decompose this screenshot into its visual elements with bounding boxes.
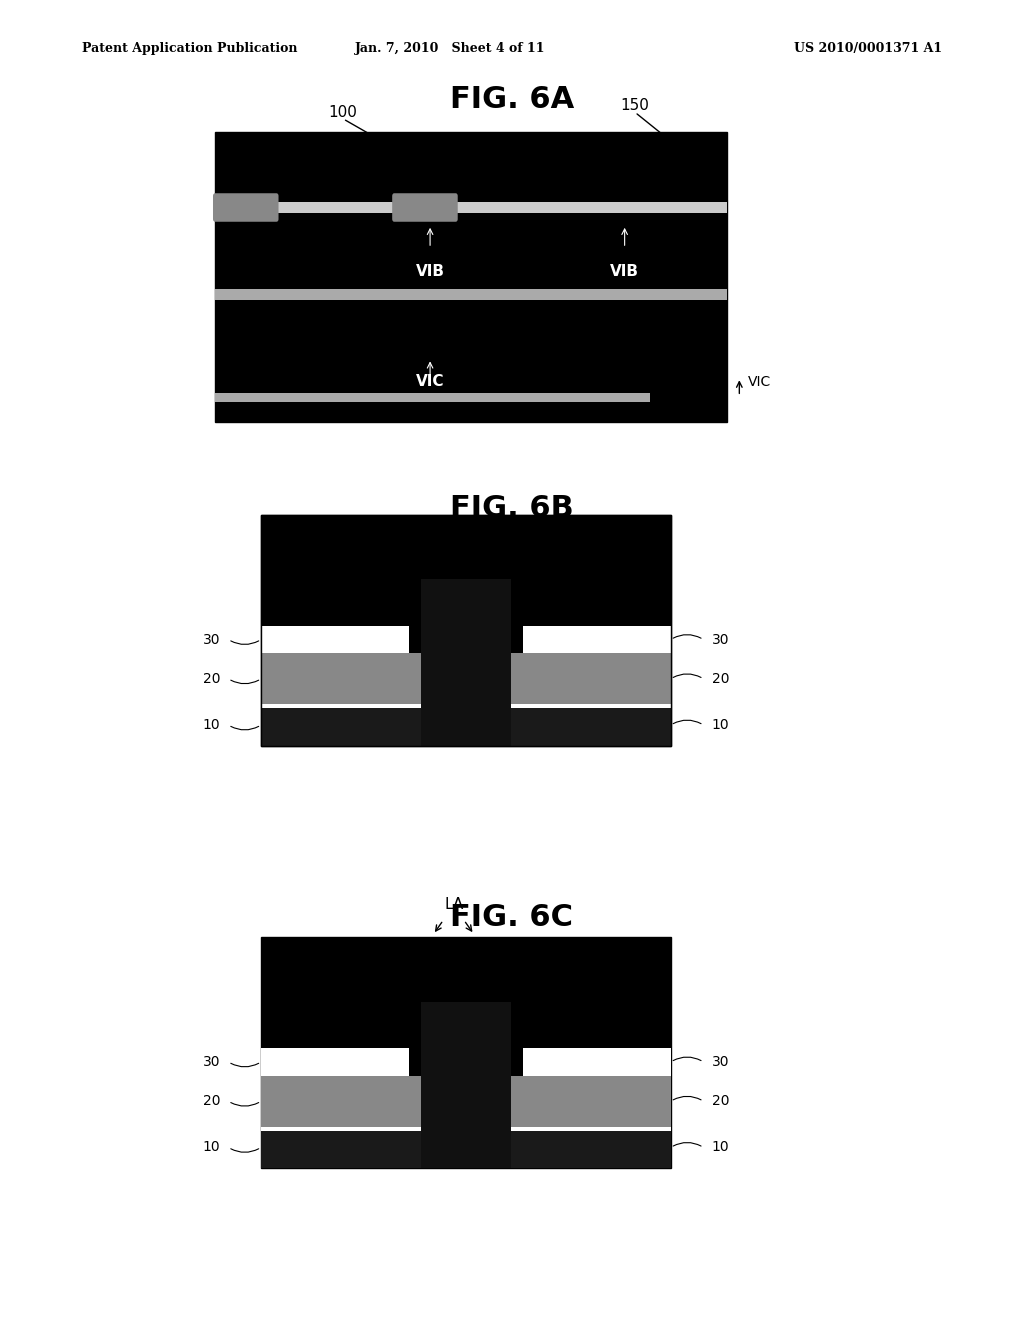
Text: 150: 150 xyxy=(621,98,649,114)
Bar xyxy=(261,1126,671,1130)
Text: FIG. 6B: FIG. 6B xyxy=(451,494,573,523)
Bar xyxy=(421,1002,511,1168)
Text: 30: 30 xyxy=(203,1055,220,1069)
Text: LA: LA xyxy=(444,896,463,912)
Bar xyxy=(261,515,671,746)
Text: Patent Application Publication: Patent Application Publication xyxy=(82,42,297,55)
Bar xyxy=(261,1126,671,1168)
Text: 10: 10 xyxy=(712,1140,729,1155)
Bar xyxy=(215,289,727,301)
Bar xyxy=(261,515,671,746)
Text: VIB: VIB xyxy=(610,264,639,279)
Bar xyxy=(261,626,409,653)
Text: VIC: VIC xyxy=(748,375,771,389)
Text: 20: 20 xyxy=(203,672,220,686)
Bar xyxy=(215,202,727,214)
Text: 20: 20 xyxy=(203,1094,220,1109)
Bar xyxy=(261,653,671,704)
Bar xyxy=(523,1048,671,1076)
Text: 30: 30 xyxy=(712,1055,729,1069)
FancyBboxPatch shape xyxy=(213,193,279,222)
Bar xyxy=(523,626,671,653)
Text: FIG. 6A: FIG. 6A xyxy=(450,84,574,114)
Text: 20: 20 xyxy=(712,672,729,686)
FancyBboxPatch shape xyxy=(392,193,458,222)
Bar xyxy=(215,393,650,403)
Text: VIB: VIB xyxy=(416,264,444,279)
Text: US 2010/0001371 A1: US 2010/0001371 A1 xyxy=(794,42,942,55)
Text: 30: 30 xyxy=(712,632,729,647)
Text: 100: 100 xyxy=(329,104,357,120)
Bar xyxy=(261,704,671,746)
Text: FIG. 6C: FIG. 6C xyxy=(451,903,573,932)
Bar xyxy=(215,132,727,422)
Bar xyxy=(261,937,671,1168)
Text: Jan. 7, 2010   Sheet 4 of 11: Jan. 7, 2010 Sheet 4 of 11 xyxy=(355,42,546,55)
Text: 30: 30 xyxy=(203,632,220,647)
Text: 20: 20 xyxy=(712,1094,729,1109)
Bar xyxy=(261,1048,409,1076)
Text: 10: 10 xyxy=(712,718,729,733)
Text: VIC: VIC xyxy=(416,375,444,389)
Bar xyxy=(261,704,671,708)
Bar xyxy=(421,579,511,746)
Bar xyxy=(261,1076,671,1126)
Text: 10: 10 xyxy=(203,718,220,733)
Text: 10: 10 xyxy=(203,1140,220,1155)
